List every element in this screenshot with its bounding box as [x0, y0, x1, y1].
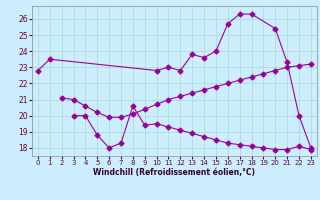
- X-axis label: Windchill (Refroidissement éolien,°C): Windchill (Refroidissement éolien,°C): [93, 168, 255, 177]
